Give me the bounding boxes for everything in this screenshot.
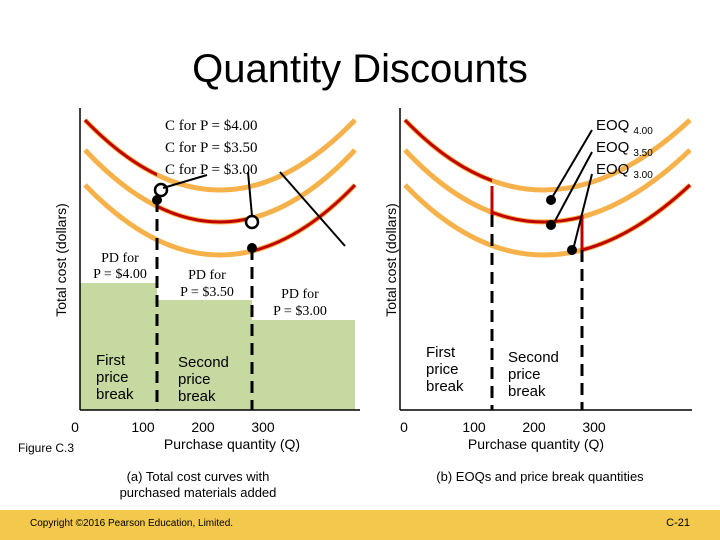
break-label: break <box>96 386 134 403</box>
x-tick-label: 300 <box>251 419 275 435</box>
caption: purchased materials added <box>120 485 277 500</box>
curve-label: C for P = $4.00 <box>165 118 258 134</box>
pointer <box>552 129 593 197</box>
pointer <box>247 171 253 217</box>
y-axis-label: Total cost (dollars) <box>53 203 69 317</box>
eoq-point <box>546 195 556 205</box>
break-label: price <box>426 361 459 378</box>
break-label: Second <box>178 354 229 371</box>
figure-label: Figure C.3 <box>18 441 74 455</box>
x-tick-label: 300 <box>582 419 606 435</box>
feasible-curve <box>83 118 157 177</box>
break-label: break <box>178 388 216 405</box>
page-number: C-21 <box>666 517 690 529</box>
x-tick-label: 0 <box>400 419 408 435</box>
feasible-curve <box>403 118 492 183</box>
x-axis-label: Purchase quantity (Q) <box>164 436 300 452</box>
pd-label: P = $3.00 <box>273 304 327 319</box>
copyright: Copyright ©2016 Pearson Education, Limit… <box>30 518 233 529</box>
purchase-cost-area <box>80 283 355 410</box>
break-point <box>247 243 257 253</box>
pointer <box>554 151 593 222</box>
pd-label: PD for <box>188 268 226 283</box>
pointer <box>162 174 208 189</box>
eoq-point <box>546 220 556 230</box>
feasible-curve <box>492 210 582 224</box>
break-label: price <box>96 369 129 386</box>
eoq-point <box>244 214 260 230</box>
break-point <box>152 195 162 205</box>
curve-label: C for P = $3.00 <box>165 162 258 178</box>
panel-a: Total cost (dollars) C for P = $4.00 C f… <box>18 108 360 500</box>
eoq-subscript: 3.50 <box>633 148 653 159</box>
eoq-point <box>153 182 169 198</box>
pd-label: PD for <box>101 251 139 266</box>
break-label: First <box>96 352 126 369</box>
break-label: price <box>178 371 211 388</box>
cost-curve <box>403 148 692 225</box>
caption: (b) EOQs and price break quantities <box>436 469 644 484</box>
caption: (a) Total cost curves with <box>127 469 270 484</box>
y-axis-label: Total cost (dollars) <box>383 203 399 317</box>
x-tick-label: 100 <box>131 419 155 435</box>
eoq-label: EOQ 3.00 <box>596 161 653 181</box>
x-tick-label: 200 <box>191 419 215 435</box>
break-label: break <box>508 383 546 400</box>
eoq-subscript: 3.00 <box>633 170 653 181</box>
eoq-subscript: 4.00 <box>633 126 653 137</box>
break-label: break <box>426 378 464 395</box>
eoq-text: EOQ <box>596 161 629 178</box>
pointer <box>573 173 593 247</box>
pd-label: PD for <box>281 287 319 302</box>
pd-label: P = $3.50 <box>180 285 234 300</box>
x-axis-label: Purchase quantity (Q) <box>468 436 604 452</box>
break-label: Second <box>508 349 559 366</box>
pointer <box>279 171 346 247</box>
eoq-label: EOQ 4.00 <box>596 117 653 137</box>
x-tick-label: 0 <box>71 419 79 435</box>
curve-label: C for P = $3.50 <box>165 140 258 156</box>
eoq-point <box>567 245 577 255</box>
eoq-label: EOQ 3.50 <box>596 139 653 159</box>
feasible-curve <box>582 183 692 252</box>
title: Quantity Discounts <box>192 47 528 91</box>
eoq-text: EOQ <box>596 139 629 156</box>
pd-label: P = $4.00 <box>93 267 147 282</box>
break-label: First <box>426 344 456 361</box>
footer-bar <box>0 510 720 540</box>
feasible-curve <box>157 204 252 224</box>
panel-b: Total cost (dollars) EOQ 4.00 EOQ 3.50 EOQ… <box>383 108 692 484</box>
x-tick-label: 200 <box>522 419 546 435</box>
break-label: price <box>508 366 541 383</box>
x-tick-label: 100 <box>462 419 486 435</box>
eoq-text: EOQ <box>596 117 629 134</box>
